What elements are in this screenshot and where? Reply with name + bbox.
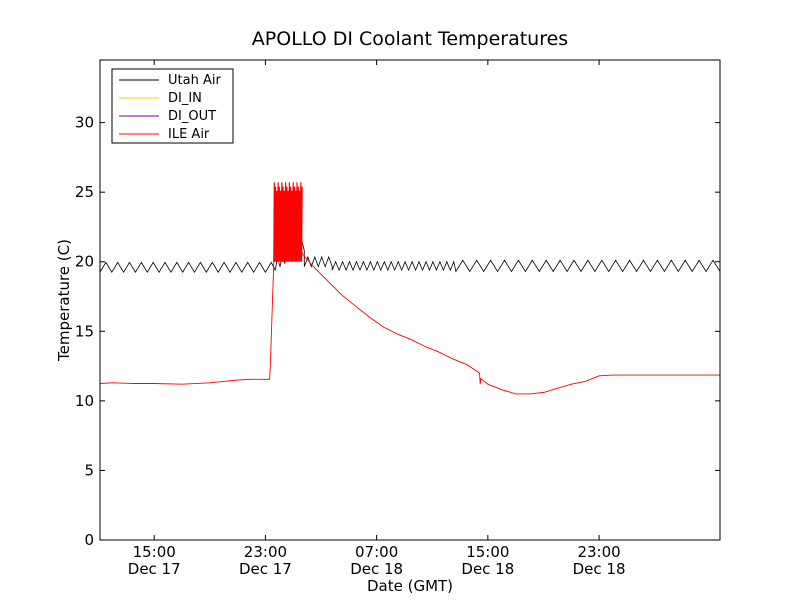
x-tick-date-label: Dec 18 [350, 560, 403, 578]
x-axis-label: Date (GMT) [367, 577, 453, 595]
y-tick-label: 30 [75, 114, 94, 132]
legend-entry-label: ILE Air [168, 127, 210, 142]
x-tick-date-label: Dec 18 [573, 560, 626, 578]
x-tick-time-label: 23:00 [577, 543, 620, 561]
y-tick-label: 0 [84, 531, 94, 549]
x-tick-time-label: 15:00 [133, 543, 176, 561]
plot-frame [99, 59, 721, 541]
x-tick-date-label: Dec 17 [239, 560, 292, 578]
series-line-utah-air [100, 241, 720, 273]
y-tick-label: 20 [75, 253, 94, 271]
legend-entry-label: DI_OUT [168, 109, 216, 124]
y-tick-label: 10 [75, 392, 94, 410]
y-tick-label: 25 [75, 183, 94, 201]
y-tick-label: 15 [75, 322, 94, 340]
chart-title: APOLLO DI Coolant Temperatures [252, 28, 568, 50]
series-line-ile-air [100, 242, 720, 395]
y-axis-label: Temperature (C) [55, 239, 73, 362]
x-tick-time-label: 23:00 [244, 543, 287, 561]
y-axis: 0 5 10 15 20 25 30 [75, 114, 720, 549]
legend-entry-label: DI_IN [168, 91, 202, 106]
x-tick-time-label: 15:00 [466, 543, 509, 561]
legend: Utah Air DI_IN DI_OUT ILE Air [111, 68, 234, 144]
x-tick-date-label: Dec 18 [461, 560, 514, 578]
y-tick-label: 5 [84, 461, 94, 479]
x-tick-date-label: Dec 17 [128, 560, 181, 578]
x-tick-time-label: 07:00 [355, 543, 398, 561]
plot-area [100, 182, 720, 395]
series-spikes-ile-air [273, 182, 303, 262]
legend-box [111, 68, 234, 144]
legend-entry-label: Utah Air [168, 73, 221, 88]
